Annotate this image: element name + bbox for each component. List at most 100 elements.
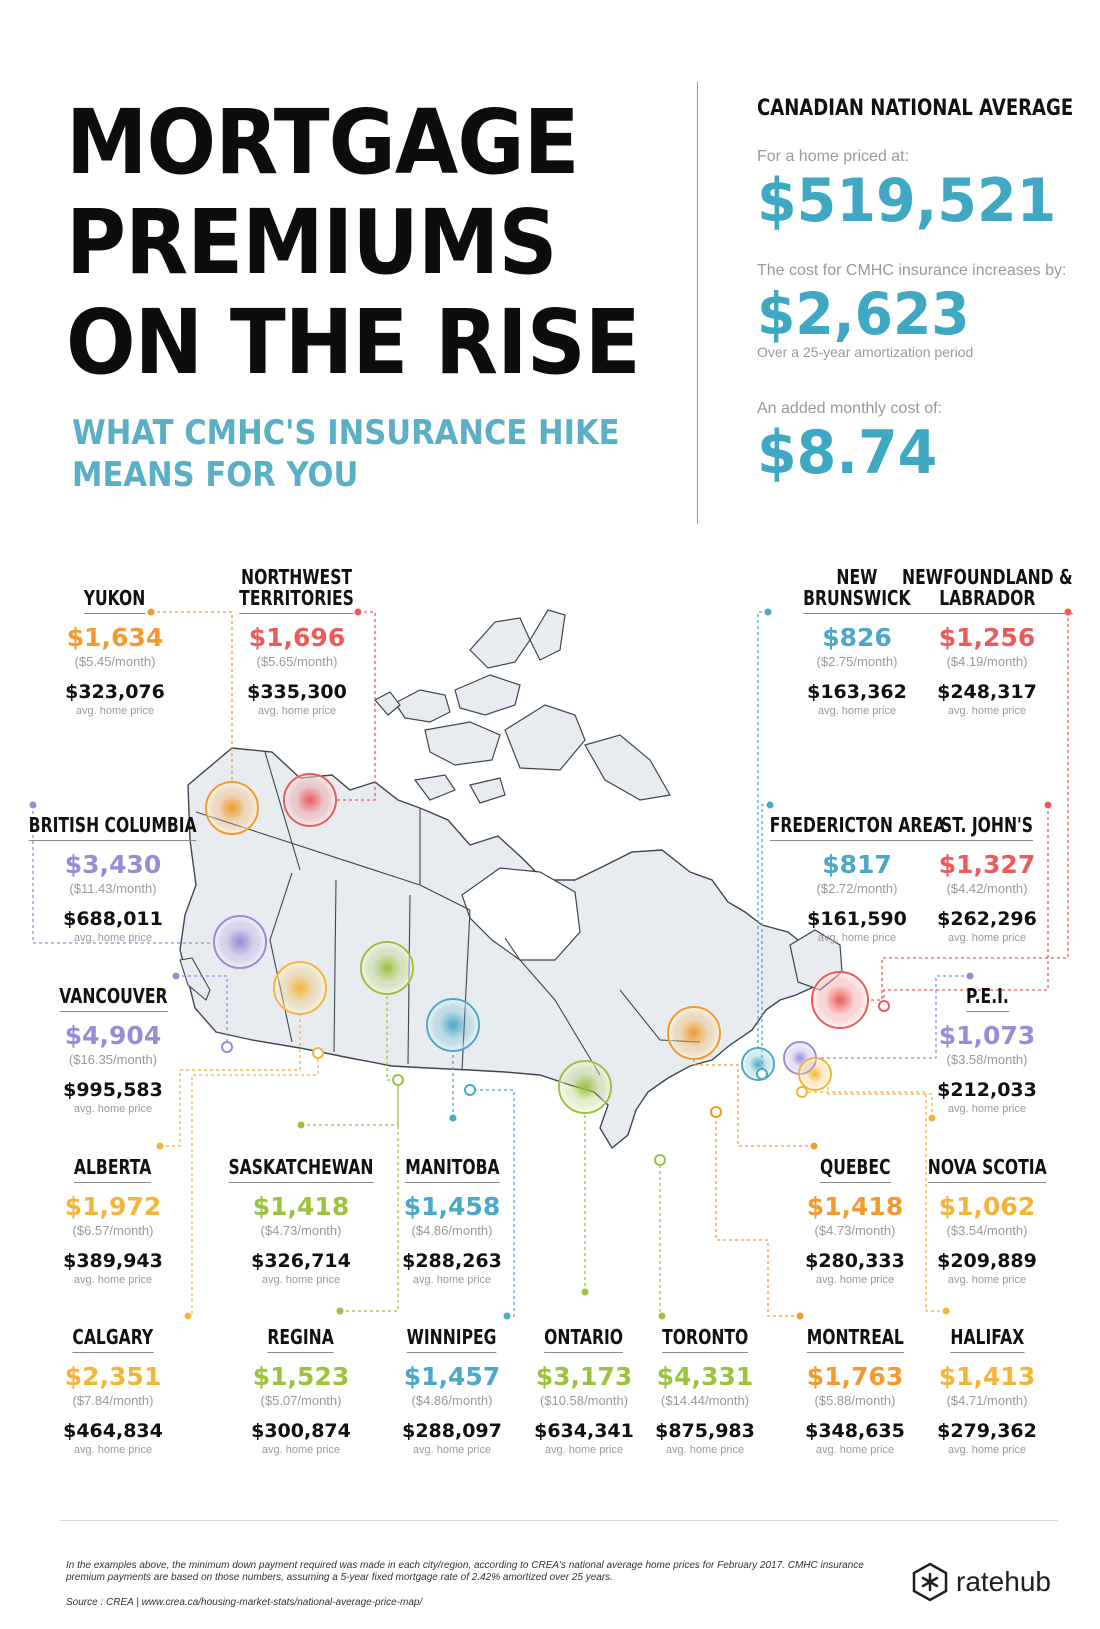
connector-line-nb — [757, 611, 768, 1048]
monthly-value: ($16.35/month) — [68, 1052, 158, 1067]
home-price-label: avg. home price — [817, 932, 897, 944]
monthly-value: ($5.65/month) — [256, 654, 338, 669]
region-card-nwt: NORTHWEST TERRITORIES $1,696 ($5.65/month) $… — [222, 567, 372, 717]
region-name: WINNIPEG — [407, 1327, 497, 1353]
home-price-label: For a home priced at: — [757, 148, 910, 165]
region-name: NEWFOUNDLAND & LABRADOR — [901, 565, 1073, 614]
monthly-value: ($3.58/month) — [946, 1052, 1028, 1067]
premium-value: $1,458 — [403, 1192, 501, 1221]
map-marker-vancouver[interactable] — [221, 1041, 233, 1053]
monthly-value: ($6.57/month) — [72, 1223, 154, 1238]
footnote: In the examples above, the minimum down … — [66, 1560, 864, 1583]
map-marker-ontario[interactable] — [558, 1060, 612, 1114]
connector-line-winnipeg — [476, 1089, 515, 1317]
home-price-value: $323,076 — [65, 681, 165, 703]
region-name: SASKATCHEWAN — [228, 1157, 374, 1183]
brand-logo[interactable]: ratehub — [912, 1560, 1051, 1604]
monthly-value: ($4.19/month) — [946, 654, 1028, 669]
map-marker-sask[interactable] — [360, 941, 414, 995]
region-name: NEW BRUNSWICK — [803, 567, 911, 614]
canada-map — [29, 608, 1072, 1320]
map-marker-halifax[interactable] — [796, 1086, 808, 1098]
map-marker-regina[interactable] — [392, 1074, 404, 1086]
footer-divider — [60, 1520, 1058, 1521]
map-marker-nwt[interactable] — [283, 773, 337, 827]
home-price-value: $288,263 — [402, 1250, 502, 1272]
connector-dot-ontario — [581, 1288, 589, 1296]
map-marker-calgary[interactable] — [312, 1047, 324, 1059]
premium-value: $4,331 — [656, 1362, 754, 1391]
map-marker-quebec[interactable] — [667, 1006, 721, 1060]
home-price-label: avg. home price — [544, 1444, 624, 1456]
home-price-value: $209,889 — [937, 1250, 1037, 1272]
region-name: HALIFAX — [950, 1327, 1024, 1353]
region-card-fredericton: FREDERICTON AREA $817 ($2.72/month) $161,59… — [769, 797, 945, 944]
map-marker-alberta[interactable] — [273, 961, 327, 1015]
map-markers — [205, 773, 890, 1166]
premium-value: $817 — [822, 850, 892, 879]
map-marker-bc[interactable] — [213, 915, 267, 969]
map-marker-stjohns[interactable] — [878, 1000, 890, 1012]
brand-name: ratehub — [956, 1566, 1051, 1597]
home-price-value: $161,590 — [807, 908, 907, 930]
map-marker-nl[interactable] — [811, 971, 869, 1029]
connector-line-toronto — [659, 1166, 662, 1317]
source-note: Source : CREA | www.crea.ca/housing-mark… — [66, 1597, 423, 1608]
map-marker-montreal[interactable] — [710, 1106, 722, 1118]
home-price-value: $688,011 — [63, 908, 163, 930]
home-price-label: avg. home price — [73, 1274, 153, 1286]
monthly-cost-label: An added monthly cost of: — [757, 400, 942, 417]
region-name: TORONTO — [661, 1327, 749, 1353]
region-card-ontario: ONTARIO $3,173 ($10.58/month) $634,341 avg. … — [509, 1309, 659, 1457]
premium-value: $1,327 — [938, 850, 1036, 879]
connector-lines — [29, 608, 1072, 1320]
monthly-value: ($2.72/month) — [816, 881, 898, 896]
region-name-line: LABRADOR — [938, 586, 1036, 610]
home-price-label: avg. home price — [73, 1444, 153, 1456]
connector-dot-toronto — [658, 1312, 666, 1320]
home-price-value: $326,714 — [251, 1250, 351, 1272]
home-price-label: avg. home price — [257, 705, 337, 717]
home-price-label: avg. home price — [947, 1274, 1027, 1286]
home-price-label: avg. home price — [261, 1444, 341, 1456]
title-line: MORTGAGE — [66, 90, 580, 194]
header-divider — [697, 82, 698, 524]
cmhc-cost-value: $2,623 — [757, 280, 970, 348]
region-name: CALGARY — [72, 1327, 154, 1353]
home-price-label: avg. home price — [412, 1444, 492, 1456]
monthly-value: ($4.73/month) — [814, 1223, 896, 1238]
map-marker-ns[interactable] — [798, 1057, 832, 1091]
region-name: QUEBEC — [819, 1157, 891, 1183]
region-name-line: NEWFOUNDLAND & — [901, 565, 1073, 589]
connector-dot-pei — [966, 972, 974, 980]
connector-line-bc — [32, 805, 214, 944]
map-marker-yukon[interactable] — [205, 781, 259, 835]
region-card-quebec: QUEBEC $1,418 ($4.73/month) $280,333 avg. ho… — [780, 1139, 930, 1287]
premium-value: $1,413 — [938, 1362, 1036, 1391]
region-card-regina: REGINA $1,523 ($5.07/month) $300,874 avg. ho… — [226, 1309, 376, 1457]
monthly-value: ($14.44/month) — [660, 1393, 750, 1408]
monthly-value: ($5.07/month) — [260, 1393, 342, 1408]
connector-dot-vancouver — [172, 972, 180, 980]
connector-dot-halifax — [942, 1307, 950, 1315]
monthly-value: ($4.86/month) — [411, 1223, 493, 1238]
home-price-label: avg. home price — [261, 1274, 341, 1286]
region-name: MANITOBA — [404, 1157, 500, 1183]
monthly-value: ($5.88/month) — [814, 1393, 896, 1408]
map-marker-toronto[interactable] — [654, 1154, 666, 1166]
home-price-label: avg. home price — [665, 1444, 745, 1456]
monthly-value: ($4.42/month) — [946, 881, 1028, 896]
connector-line-alberta — [160, 1014, 301, 1147]
premium-value: $1,763 — [806, 1362, 904, 1391]
connector-line-quebec — [693, 1059, 814, 1147]
home-price-value: $389,943 — [63, 1250, 163, 1272]
map-marker-manitoba[interactable] — [426, 998, 480, 1052]
connector-dot-fredericton — [766, 801, 774, 809]
region-card-toronto: TORONTO $4,331 ($14.44/month) $875,983 avg. … — [630, 1309, 780, 1457]
premium-value: $1,523 — [252, 1362, 350, 1391]
map-marker-fredericton[interactable] — [756, 1068, 768, 1080]
connector-dot-manitoba — [449, 1114, 457, 1122]
region-card-pei: P.E.I. $1,073 ($3.58/month) $212,033 avg. ho… — [912, 968, 1062, 1116]
region-name-line: TERRITORIES — [239, 586, 355, 610]
map-marker-winnipeg[interactable] — [464, 1084, 476, 1096]
